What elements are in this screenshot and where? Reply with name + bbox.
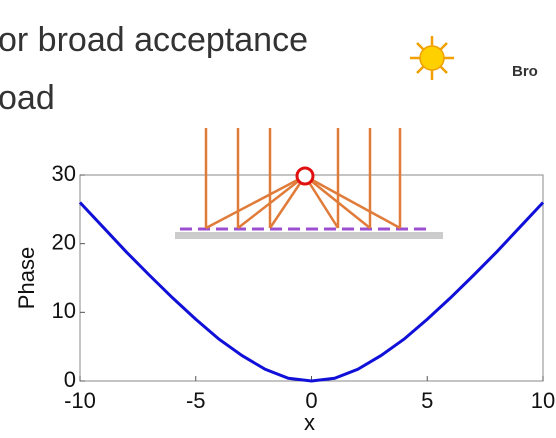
x-tick-label: 5 xyxy=(421,388,433,413)
y-tick-label: 0 xyxy=(64,367,76,392)
side-heading: Bro xyxy=(512,63,538,80)
x-axis-label: x xyxy=(304,410,315,435)
x-tick-label: -10 xyxy=(64,388,96,413)
y-tick-label: 20 xyxy=(52,229,76,254)
y-axis-label: Phase xyxy=(14,247,39,309)
sun-icon xyxy=(410,36,454,80)
x-tick-label: 10 xyxy=(531,388,555,413)
slide-title: or broad acceptance xyxy=(0,21,308,59)
plot-frame xyxy=(79,174,544,382)
inset-diagram xyxy=(175,128,443,239)
phase-curve xyxy=(78,201,545,383)
slide-title: oad xyxy=(0,79,55,117)
x-tick-label: 0 xyxy=(305,388,317,413)
y-tick-label: 10 xyxy=(52,298,76,323)
y-tick-label: 30 xyxy=(52,161,76,186)
x-tick-label: -5 xyxy=(186,388,206,413)
